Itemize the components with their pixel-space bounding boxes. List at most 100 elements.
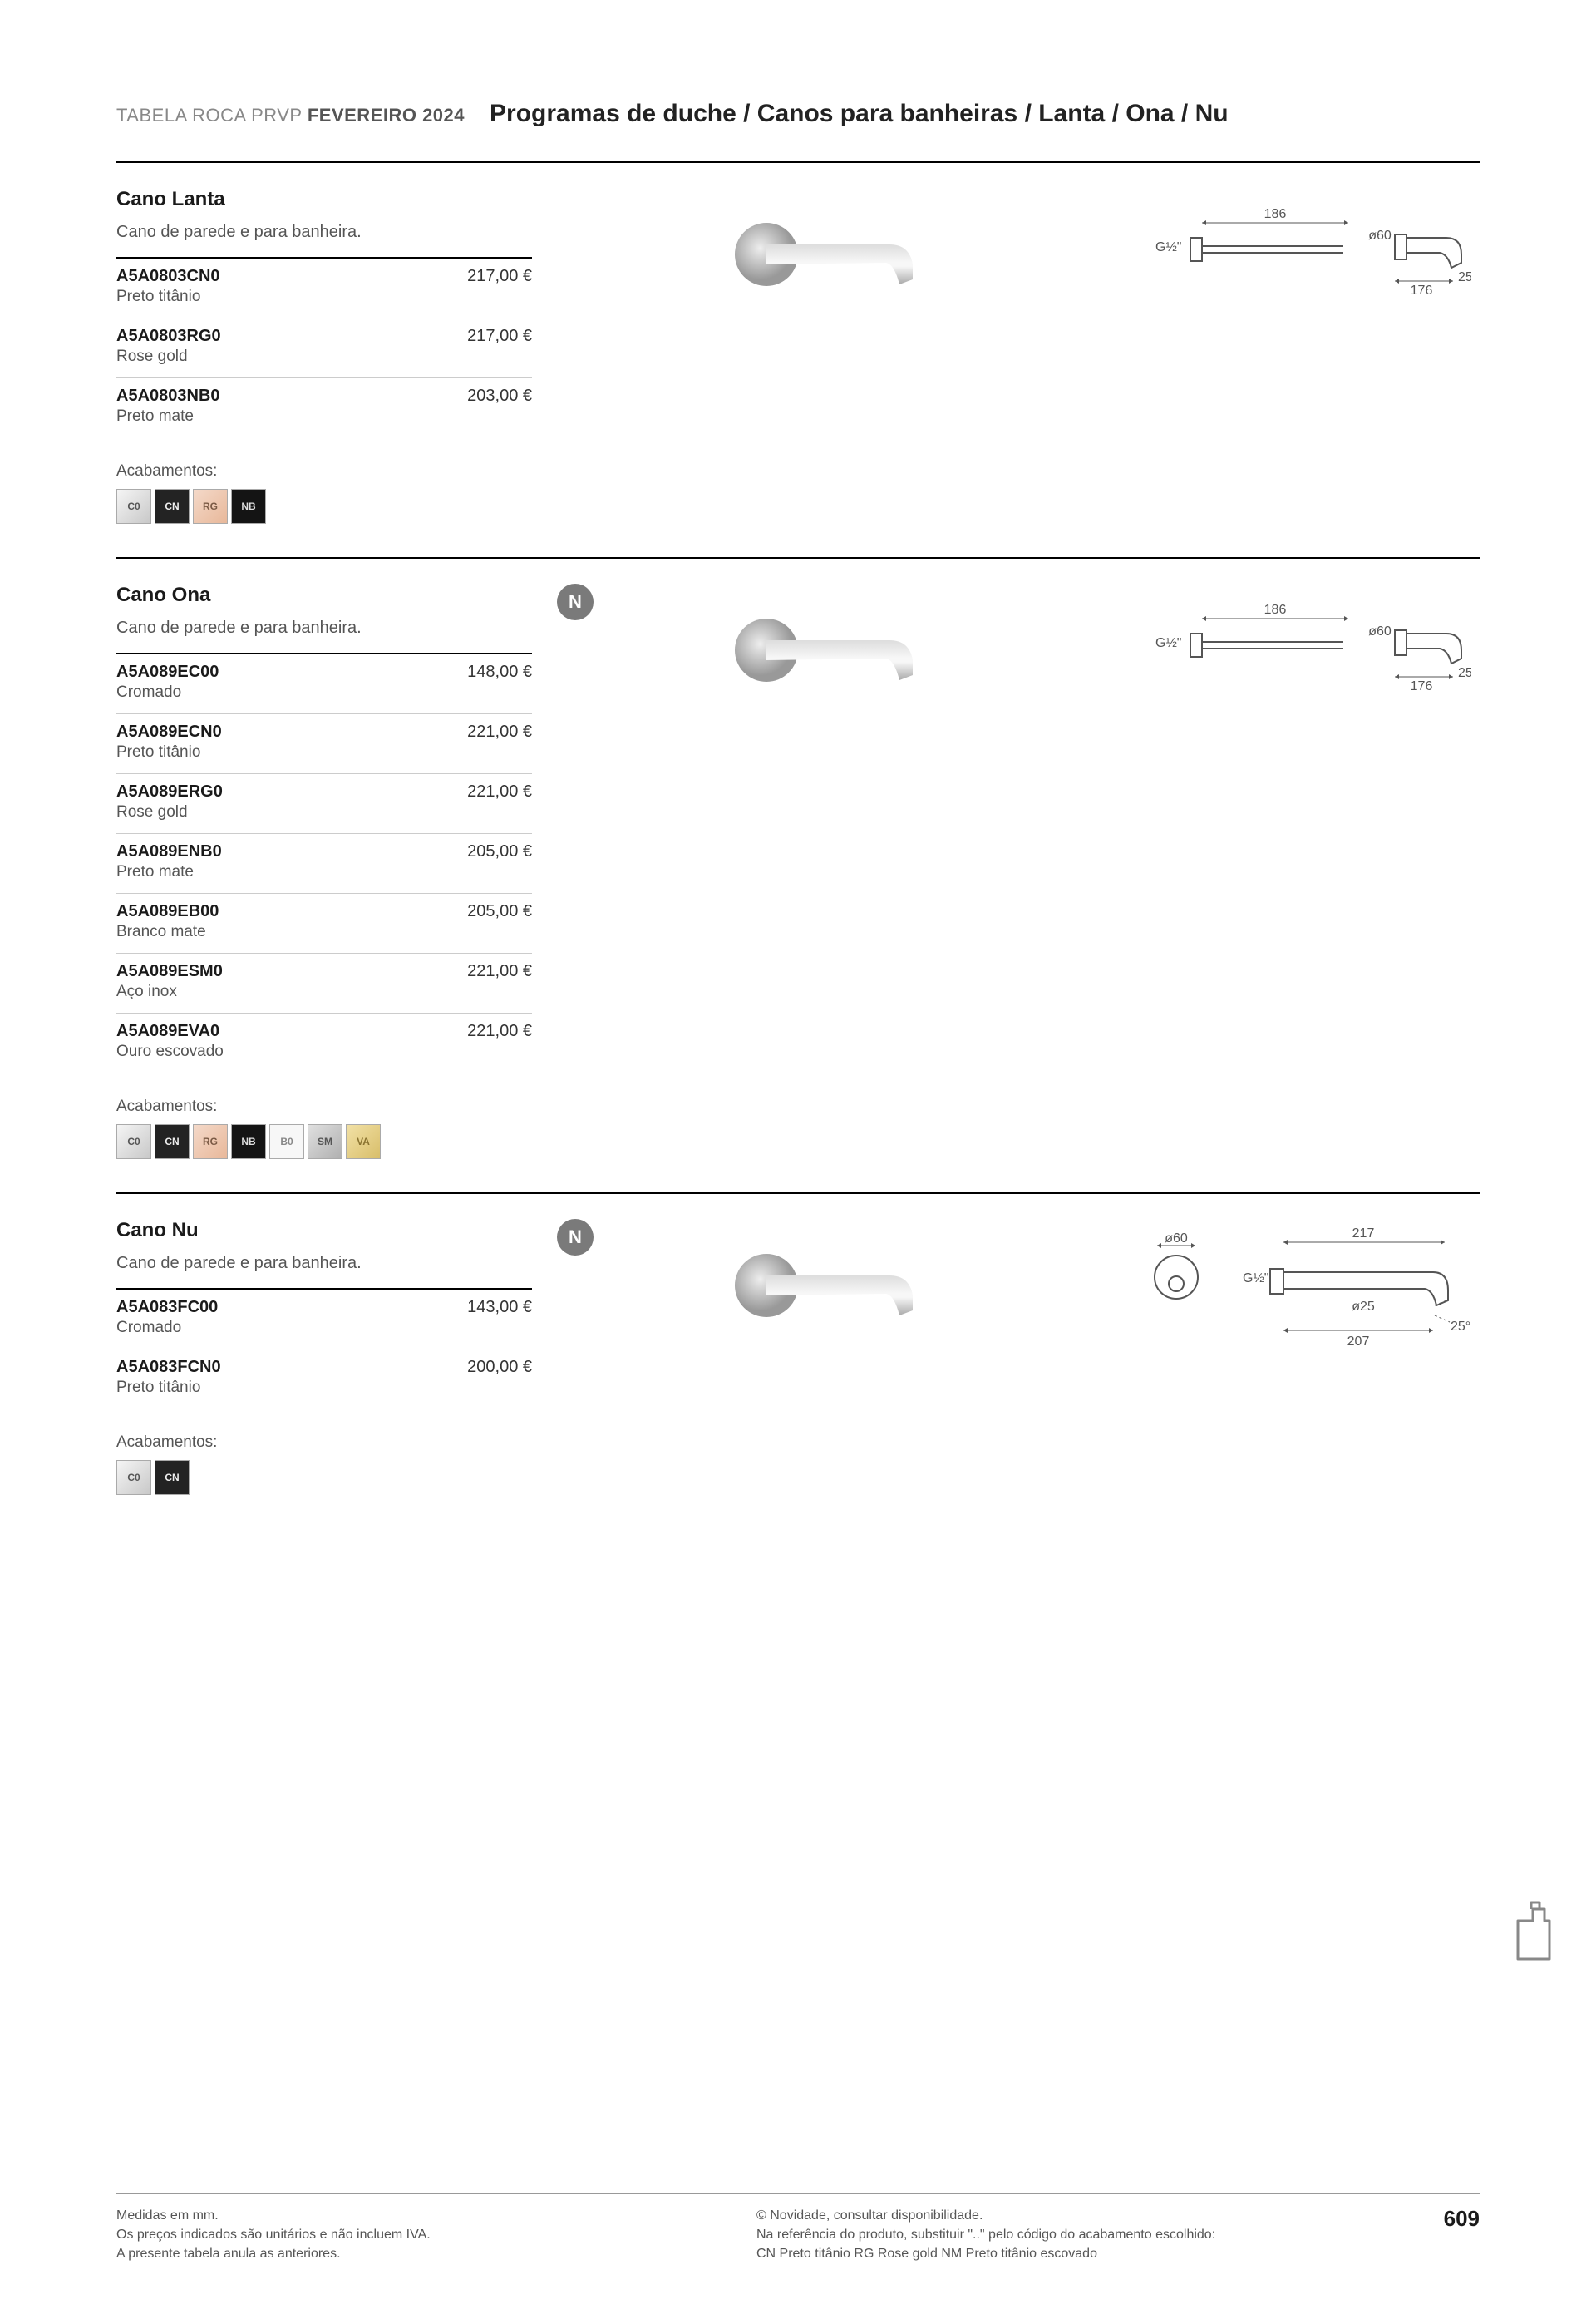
tech-diagram: ø60 G½" 217 ø25 207 25° — [1139, 1219, 1471, 1356]
breadcrumb: Programas de duche / Canos para banheira… — [490, 100, 1229, 128]
finish-label: Preto titânio — [116, 288, 220, 306]
svg-text:176: 176 — [1411, 284, 1433, 298]
finish-label: Cromado — [116, 683, 219, 702]
price: 203,00 € — [467, 387, 532, 406]
footnote-line: CN Preto titânio RG Rose gold NM Preto t… — [756, 2244, 1396, 2263]
footnote-right: © Novidade, consultar disponibilidade. N… — [756, 2206, 1396, 2264]
swatch: B0 — [269, 1124, 304, 1159]
price-row: A5A089ENB0 Preto mate 205,00 € — [116, 833, 532, 893]
sku: A5A089EC00 — [116, 663, 219, 682]
price: 143,00 € — [467, 1298, 532, 1317]
tech-diagram: G½" 186 ø60 176 25° — [1139, 584, 1471, 721]
swatch-row: C0CNRGNBB0SMVA — [116, 1124, 532, 1159]
price-row: A5A089EC00Cromado 148,00 € — [116, 653, 532, 713]
price-row: A5A083FC00 Cromado 143,00 € — [116, 1288, 532, 1349]
swatch: CN — [155, 489, 190, 524]
page-footer: Medidas em mm. Os preços indicados são u… — [116, 2193, 1480, 2264]
price-row: A5A089ECN0Preto titânio 221,00 € — [116, 713, 532, 773]
footnote-line: A presente tabela anula as anteriores. — [116, 2244, 756, 2263]
swatch-row: C0CNRGNB — [116, 489, 532, 524]
section-title: Cano Ona — [116, 584, 532, 607]
svg-text:ø60: ø60 — [1368, 624, 1392, 639]
swatch: SM — [308, 1124, 342, 1159]
sku: A5A089ECN0 — [116, 723, 222, 742]
price-row: A5A0803CN0Preto titânio217,00 € — [116, 257, 532, 318]
price: 148,00 € — [467, 663, 532, 682]
svg-text:186: 186 — [1264, 207, 1287, 221]
sku: A5A089ERG0 — [116, 782, 223, 802]
finish-label: Rose gold — [116, 348, 221, 366]
product-image — [715, 1219, 948, 1373]
sku: A5A089EB00 — [116, 902, 219, 921]
sku: A5A0803RG0 — [116, 327, 221, 346]
sku: A5A0803CN0 — [116, 267, 220, 286]
page-number: 609 — [1396, 2206, 1480, 2232]
finish-label: Preto titânio — [116, 1379, 221, 1397]
svg-text:176: 176 — [1411, 679, 1433, 693]
price: 200,00 € — [467, 1358, 532, 1377]
novelty-badge: N — [557, 584, 594, 620]
product-image — [715, 584, 948, 738]
sku: A5A089ESM0 — [116, 962, 223, 981]
product-section: Cano NuCano de parede e para banheira.A5… — [116, 1192, 1480, 1528]
sku: A5A089ENB0 — [116, 842, 222, 861]
swatch-row: C0CN — [116, 1460, 532, 1495]
swatch: RG — [193, 1124, 228, 1159]
swatch: RG — [193, 489, 228, 524]
swatch: C0 — [116, 1460, 151, 1495]
price: 205,00 € — [467, 902, 532, 921]
table-date: FEVEREIRO 2024 — [308, 105, 465, 126]
finish-label: Rose gold — [116, 803, 223, 821]
price: 217,00 € — [467, 327, 532, 346]
svg-text:ø60: ø60 — [1165, 1231, 1188, 1246]
swatch: NB — [231, 489, 266, 524]
svg-text:25°: 25° — [1458, 666, 1471, 680]
svg-text:G½": G½" — [1155, 240, 1181, 254]
price: 221,00 € — [467, 723, 532, 742]
footnote-line: Na referência do produto, substituir "..… — [756, 2225, 1396, 2244]
section-desc: Cano de parede e para banheira. — [116, 1254, 532, 1273]
section-desc: Cano de parede e para banheira. — [116, 223, 532, 242]
price: 221,00 € — [467, 1022, 532, 1041]
price: 221,00 € — [467, 782, 532, 802]
table-prefix: TABELA ROCA PRVP — [116, 105, 308, 126]
sku: A5A0803NB0 — [116, 387, 220, 406]
price-row: A5A0803RG0 Rose gold 217,00 € — [116, 318, 532, 377]
swatch: CN — [155, 1124, 190, 1159]
price-row: A5A089EVA0 Ouro escovado 221,00 € — [116, 1013, 532, 1073]
price-row: A5A083FCN0 Preto titânio 200,00 € — [116, 1349, 532, 1409]
finishes-label: Acabamentos: — [116, 1433, 532, 1452]
finish-label: Ouro escovado — [116, 1043, 224, 1061]
finish-label: Aço inox — [116, 983, 223, 1001]
svg-text:ø60: ø60 — [1368, 229, 1392, 243]
finish-label: Preto titânio — [116, 743, 222, 762]
sku: A5A089EVA0 — [116, 1022, 224, 1041]
svg-text:G½": G½" — [1243, 1271, 1268, 1285]
sku: A5A083FCN0 — [116, 1358, 221, 1377]
price-row: A5A0803NB0Preto mate 203,00 € — [116, 377, 532, 437]
sku: A5A083FC00 — [116, 1298, 218, 1317]
section-title: Cano Lanta — [116, 188, 532, 211]
table-label: TABELA ROCA PRVP FEVEREIRO 2024 — [116, 105, 465, 126]
swatch: CN — [155, 1460, 190, 1495]
swatch: NB — [231, 1124, 266, 1159]
tech-diagram: G½" 186 ø60 176 25° — [1139, 188, 1471, 325]
section-desc: Cano de parede e para banheira. — [116, 619, 532, 638]
price-row: A5A089EB00 Branco mate 205,00 € — [116, 893, 532, 953]
price: 205,00 € — [467, 842, 532, 861]
finish-label: Cromado — [116, 1319, 218, 1337]
page-header: TABELA ROCA PRVP FEVEREIRO 2024 Programa… — [116, 100, 1480, 128]
product-section: Cano Lanta Cano de parede e para banheira… — [116, 161, 1480, 557]
svg-text:186: 186 — [1264, 603, 1287, 617]
footnote-line: © Novidade, consultar disponibilidade. — [756, 2206, 1396, 2225]
footnote-left: Medidas em mm. Os preços indicados são u… — [116, 2206, 756, 2264]
finish-label: Branco mate — [116, 923, 219, 941]
svg-text:ø25: ø25 — [1352, 1300, 1375, 1314]
finish-label: Preto mate — [116, 863, 222, 881]
price-row: A5A089ESM0Aço inox221,00 € — [116, 953, 532, 1013]
footnote-line: Medidas em mm. — [116, 2206, 756, 2225]
tap-icon — [1503, 1896, 1563, 1975]
novelty-badge: N — [557, 1219, 594, 1256]
svg-text:217: 217 — [1352, 1226, 1375, 1241]
finish-label: Preto mate — [116, 407, 220, 426]
